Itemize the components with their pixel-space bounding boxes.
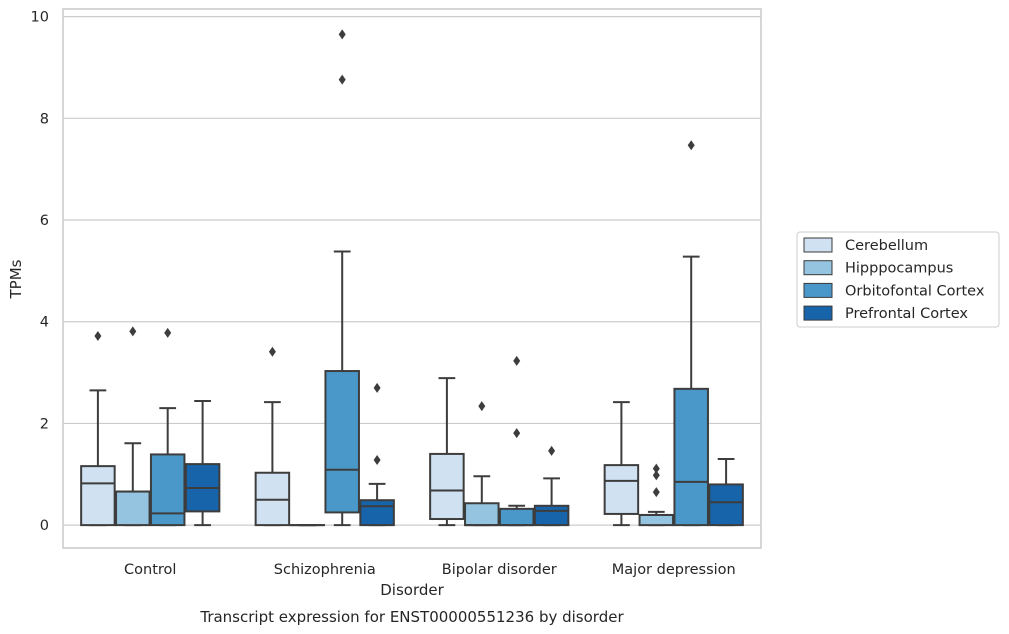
- plot-frame: [62, 8, 762, 549]
- legend-label: Prefrontal Cortex: [845, 306, 968, 322]
- y-tick-label: 4: [40, 315, 49, 331]
- legend-label: Hipppocampus: [845, 261, 953, 277]
- box-group: [429, 377, 465, 527]
- legend-swatch: [803, 305, 833, 321]
- outlier-point: [652, 470, 660, 481]
- y-axis-ticks: 0 2 4 6 8 10: [31, 10, 49, 534]
- y-tick-label: 10: [31, 10, 49, 26]
- legend-swatch: [803, 260, 833, 276]
- outlier-point: [338, 29, 346, 40]
- box-group: [184, 400, 221, 527]
- outlier-point: [164, 327, 172, 338]
- box-group: [115, 326, 151, 527]
- box-group: [359, 382, 395, 527]
- outlier-point: [373, 455, 381, 466]
- box-group: [254, 346, 291, 527]
- box-body: [429, 452, 465, 521]
- y-tick-label: 6: [40, 213, 49, 229]
- legend: Cerebellum Hipppocampus Orbitofontal Corte…: [796, 231, 1000, 328]
- outlier-point: [478, 401, 486, 412]
- box-group: [324, 29, 360, 527]
- box-group: [638, 463, 675, 527]
- box-body: [673, 387, 709, 527]
- legend-label: Orbitofontal Cortex: [845, 283, 985, 299]
- box-body: [533, 504, 570, 527]
- boxes: [80, 29, 744, 527]
- x-tick-label: Bipolar disorder: [442, 562, 557, 578]
- outlier-point: [652, 487, 660, 498]
- box-group: [498, 355, 535, 527]
- y-tick-label: 0: [40, 518, 49, 534]
- outlier-point: [513, 355, 521, 366]
- box-body: [115, 490, 151, 527]
- box-body: [324, 370, 360, 514]
- outlier-point: [373, 382, 381, 393]
- box-body: [603, 464, 640, 515]
- x-tick-label: Control: [124, 562, 176, 578]
- y-tick-label: 8: [40, 111, 49, 127]
- outlier-point: [513, 428, 521, 439]
- x-tick-label: Schizophrenia: [274, 562, 376, 578]
- x-axis-label: Disorder: [380, 581, 444, 599]
- x-axis-ticks: Control Schizophrenia Bipolar disorder Majo…: [124, 562, 736, 578]
- outlier-point: [338, 74, 346, 85]
- box-body: [464, 502, 500, 527]
- outlier-point: [652, 463, 660, 474]
- outlier-point: [129, 326, 137, 337]
- box-body: [149, 453, 186, 527]
- box-group: [464, 401, 500, 527]
- box-group: [533, 445, 570, 527]
- box-body: [80, 465, 116, 527]
- box-group: [673, 140, 709, 527]
- legend-swatch: [803, 282, 833, 298]
- chart-caption: Transcript expression for ENST0000055123…: [199, 608, 624, 626]
- outlier-point: [268, 346, 276, 357]
- y-axis-label: TPMs: [7, 259, 25, 299]
- outlier-point: [548, 445, 556, 456]
- box-body: [708, 483, 744, 527]
- y-tick-label: 2: [40, 416, 49, 432]
- box-group: [149, 327, 186, 527]
- box-group: [80, 330, 116, 527]
- box-group: [603, 401, 640, 527]
- box-body: [359, 499, 395, 527]
- outlier-point: [687, 140, 695, 151]
- legend-swatch: [803, 237, 833, 253]
- outlier-point: [94, 330, 102, 341]
- legend-label: Cerebellum: [845, 238, 928, 254]
- box-body: [638, 513, 675, 527]
- legend-frame: [796, 231, 1000, 328]
- box-body: [498, 507, 535, 527]
- box-group: [708, 458, 744, 527]
- x-tick-label: Major depression: [612, 562, 736, 578]
